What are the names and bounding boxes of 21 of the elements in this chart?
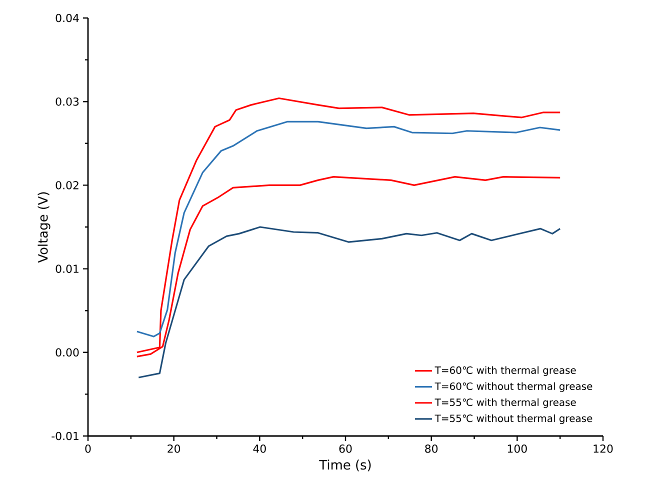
y-tick-label: 0.04 <box>56 14 79 22</box>
y-tick-label: 0.03 <box>56 97 79 106</box>
legend-label: T=60℃ without thermal grease <box>434 382 592 392</box>
x-tick-label: 40 <box>253 444 266 453</box>
legend-label: T=60℃ with thermal grease <box>434 366 576 376</box>
x-tick-label: 100 <box>508 444 527 453</box>
line-series <box>136 120 561 338</box>
x-tick-label: 60 <box>339 444 352 453</box>
y-axis-title: Voltage (V) <box>38 192 50 263</box>
x-axis-title: Time (s) <box>319 460 371 472</box>
y-tick-label: 0.02 <box>56 181 78 190</box>
line-series <box>136 97 561 354</box>
y-tick-label: 0.01 <box>56 264 78 273</box>
x-tick-label: 20 <box>168 444 180 453</box>
x-tick-label: 120 <box>594 444 613 453</box>
y-tick-label: 0.00 <box>56 348 79 357</box>
y-tick-label: -0.01 <box>52 432 78 440</box>
x-tick-label: 80 <box>425 444 438 453</box>
x-tick-label: 0 <box>85 444 91 453</box>
legend-label: T=55℃ without thermal grease <box>434 414 592 424</box>
legend-label: T=55℃ with thermal grease <box>434 398 576 408</box>
